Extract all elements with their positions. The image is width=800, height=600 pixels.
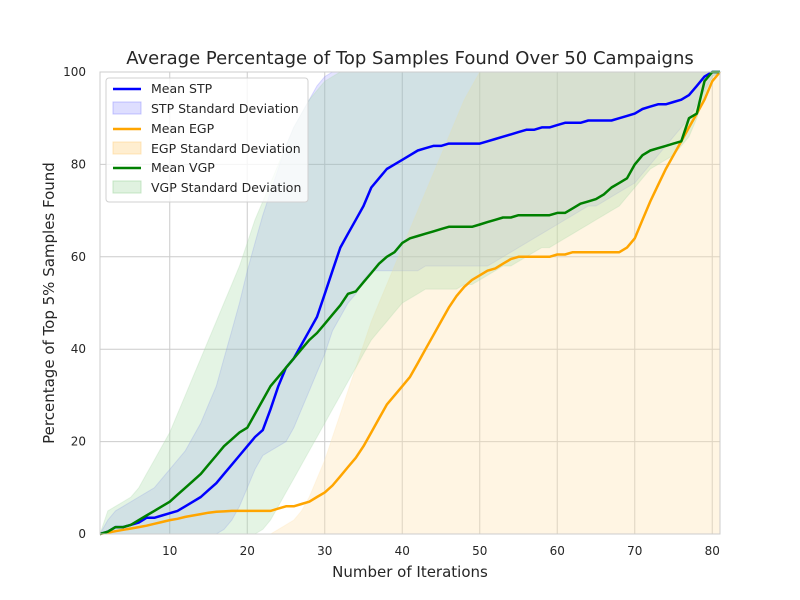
y-axis-label: Percentage of Top 5% Samples Found xyxy=(40,162,58,444)
y-tick-labels: 0 20 40 60 80 100 xyxy=(63,65,86,541)
legend-vgp-std: VGP Standard Deviation xyxy=(151,180,301,195)
x-tick-label: 10 xyxy=(162,544,177,558)
y-tick-label: 20 xyxy=(71,435,86,449)
legend-vgp-mean: Mean VGP xyxy=(151,160,215,175)
legend-stp-mean: Mean STP xyxy=(151,81,213,96)
egp-mean-line xyxy=(99,71,721,536)
x-axis-label: Number of Iterations xyxy=(332,563,488,581)
legend-stp-band xyxy=(112,101,142,115)
x-tick-label: 60 xyxy=(550,544,565,558)
x-tick-label: 40 xyxy=(395,544,410,558)
legend-egp-band xyxy=(112,141,142,155)
y-tick-label: 80 xyxy=(71,157,86,171)
x-tick-labels: 10 20 30 40 50 60 70 80 xyxy=(162,544,720,558)
x-tick-label: 70 xyxy=(627,544,642,558)
plot-frame xyxy=(99,71,721,535)
stp-mean-line xyxy=(99,70,720,536)
x-tick-label: 30 xyxy=(317,544,332,558)
mean-lines xyxy=(99,70,721,536)
legend-box xyxy=(105,77,309,203)
x-tick-label: 50 xyxy=(472,544,487,558)
x-tick-label: 20 xyxy=(240,544,255,558)
legend: Mean STP STP Standard Deviation Mean EGP… xyxy=(105,77,309,203)
y-tick-label: 100 xyxy=(63,65,86,79)
x-tick-label: 80 xyxy=(705,544,720,558)
chart-title: Average Percentage of Top Samples Found … xyxy=(126,48,694,69)
vgp-mean-line xyxy=(99,70,720,536)
legend-stp-std: STP Standard Deviation xyxy=(151,101,299,116)
legend-vgp-band xyxy=(112,180,142,194)
y-tick-label: 0 xyxy=(78,527,86,541)
y-tick-label: 40 xyxy=(71,342,86,356)
legend-egp-std: EGP Standard Deviation xyxy=(151,141,301,156)
legend-egp-mean: Mean EGP xyxy=(151,121,215,136)
y-tick-label: 60 xyxy=(71,250,86,264)
